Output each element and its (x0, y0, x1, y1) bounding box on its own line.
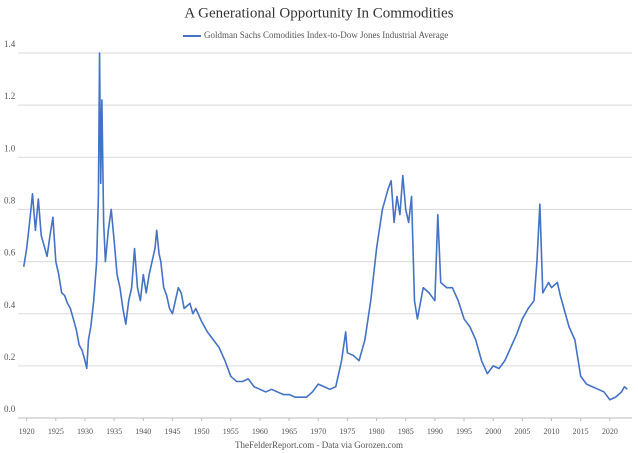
x-tick-label: 1965 (281, 427, 297, 436)
x-tick-label: 1980 (369, 427, 385, 436)
x-tick-label: 1990 (427, 427, 443, 436)
y-tick-label: 1.0 (4, 143, 16, 153)
y-tick-label: 1.2 (4, 91, 15, 101)
y-tick-label: 0.6 (4, 248, 16, 258)
y-tick-label: 0.0 (4, 404, 16, 414)
chart-title: A Generational Opportunity In Commoditie… (184, 5, 453, 21)
y-tick-label: 0.2 (4, 352, 15, 362)
x-tick-label: 2005 (514, 427, 530, 436)
x-tick-label: 2000 (485, 427, 501, 436)
x-tick-label: 2010 (544, 427, 560, 436)
x-tick-label: 1920 (19, 427, 35, 436)
x-tick-label: 1975 (339, 427, 355, 436)
x-tick-label: 1925 (48, 427, 64, 436)
x-tick-label: 1945 (164, 427, 180, 436)
x-tick-label: 2015 (573, 427, 589, 436)
x-tick-label: 1955 (223, 427, 239, 436)
x-tick-label: 1985 (398, 427, 414, 436)
source-note: TheFelderReport.com - Data via Gorozen.c… (235, 440, 403, 450)
x-tick-label: 2020 (602, 427, 618, 436)
x-tick-label: 1930 (77, 427, 93, 436)
x-tick-label: 1960 (252, 427, 268, 436)
data-line (22, 52, 628, 401)
y-tick-label: 1.4 (4, 39, 16, 49)
legend-label: Goldman Sachs Comodities Index-to-Dow Jo… (204, 30, 448, 40)
x-tick-label: 1950 (194, 427, 210, 436)
x-tick-label: 1970 (310, 427, 326, 436)
x-tick-label: 1940 (135, 427, 151, 436)
y-tick-label: 0.8 (4, 195, 16, 205)
x-tick-label: 1935 (106, 427, 122, 436)
y-tick-label: 0.4 (4, 300, 16, 310)
x-tick-label: 1995 (456, 427, 472, 436)
